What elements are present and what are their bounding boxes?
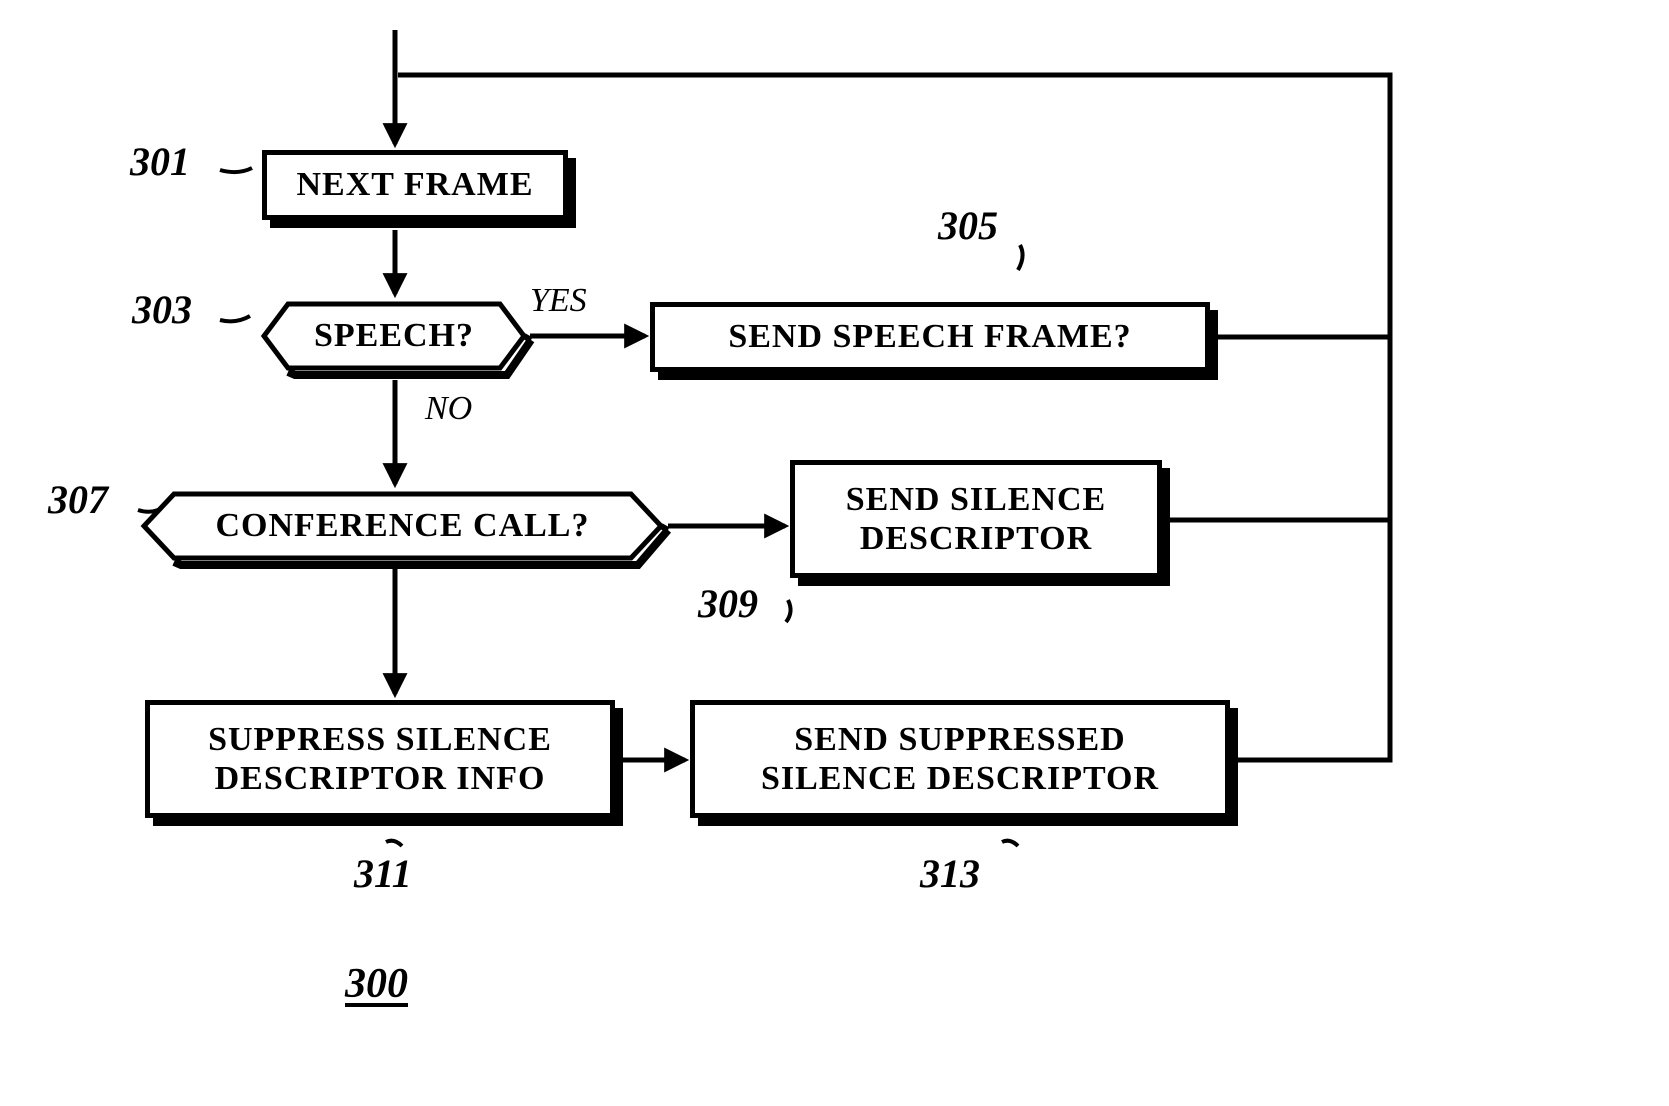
edges-svg xyxy=(20,20,1669,1086)
flowchart-canvas: NEXT FRAME SEND SPEECH FRAME? SEND SILEN… xyxy=(20,20,1669,1086)
